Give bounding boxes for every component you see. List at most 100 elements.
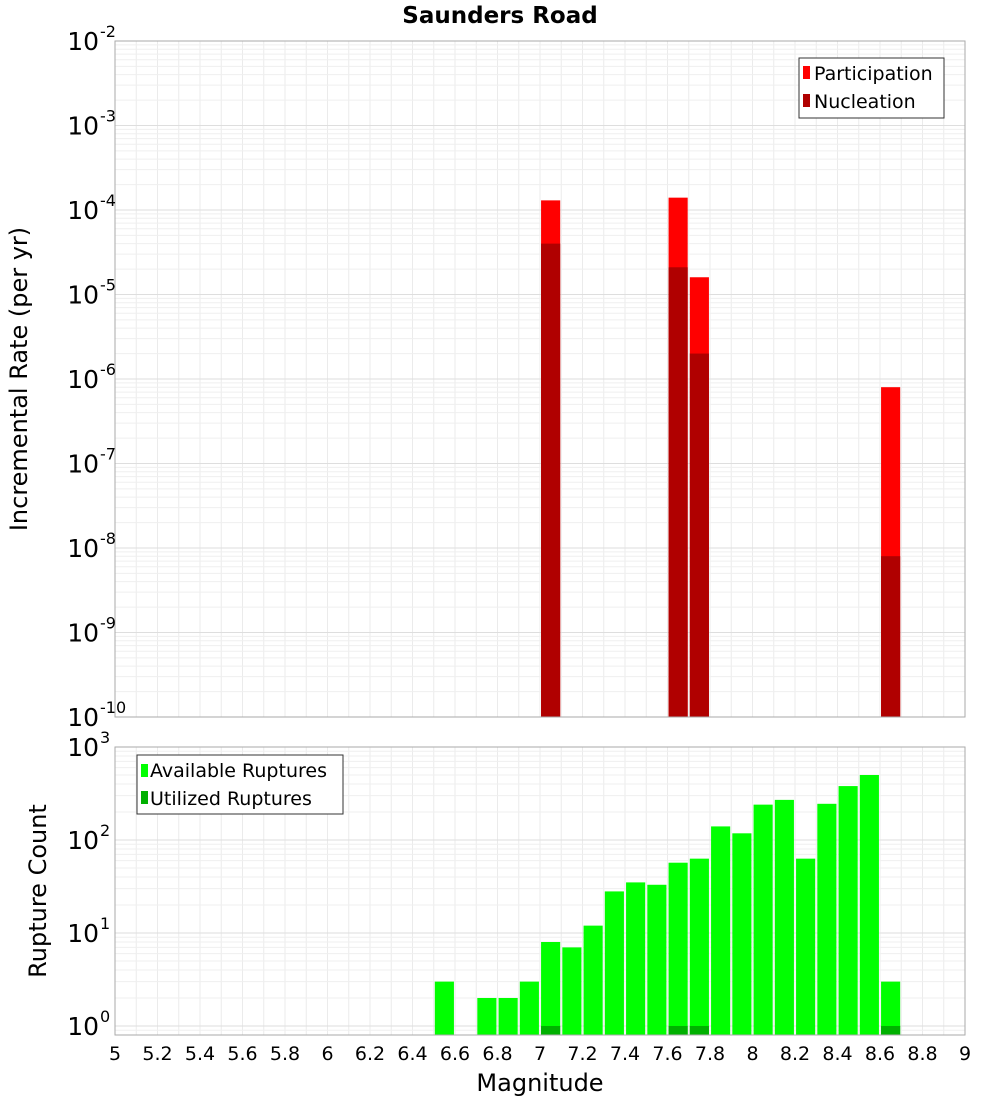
y-tick-label: 10 [67, 619, 99, 648]
x-tick-label: 8 [746, 1043, 758, 1065]
y-tick-label: 10 [67, 450, 99, 479]
y-tick-exponent: 2 [100, 821, 110, 840]
y-tick-label: 10 [67, 112, 99, 141]
y-tick-label: 10 [67, 733, 99, 762]
x-tick-label: 7 [534, 1043, 546, 1065]
count-bar-a [732, 833, 752, 1035]
y-tick-label: 10 [67, 534, 99, 563]
x-tick-label: 6.8 [482, 1043, 512, 1065]
count-bar-a [541, 942, 561, 1035]
count-bar-a [604, 891, 624, 1035]
legend-swatch-participation [803, 66, 810, 79]
y-tick-exponent: 3 [100, 728, 110, 747]
y-tick-exponent: -2 [100, 22, 116, 41]
x-tick-label: 5.2 [142, 1043, 172, 1065]
x-tick-label: 8.2 [780, 1043, 810, 1065]
y-tick-exponent: -5 [100, 276, 116, 295]
y-tick-exponent: 1 [100, 914, 110, 933]
y-tick-label: 10 [67, 27, 99, 56]
top-legend: Participation Nucleation [798, 57, 945, 119]
y-tick-exponent: -3 [100, 107, 116, 126]
legend-swatch-available [141, 764, 148, 777]
count-bar-a [498, 997, 518, 1035]
y-tick-exponent: -7 [100, 445, 116, 464]
count-bar-a [583, 925, 603, 1035]
rate-bar-b [541, 243, 561, 718]
top-grid [114, 40, 966, 718]
y-tick-label: 10 [67, 1012, 99, 1041]
legend-swatch-utilized [141, 791, 148, 804]
count-bar-a [774, 799, 794, 1035]
y-tick-label: 10 [67, 281, 99, 310]
count-bar-a [817, 803, 837, 1035]
count-bar-a [859, 774, 879, 1035]
x-tick-label: 7.2 [567, 1043, 597, 1065]
top-bars [541, 197, 901, 718]
top-plot-frame [114, 40, 966, 718]
count-bar-b [881, 1025, 901, 1035]
count-bar-a [647, 884, 667, 1035]
y-tick-label: 10 [67, 196, 99, 225]
y-tick-label: 10 [67, 826, 99, 855]
legend-swatch-nucleation [803, 94, 810, 107]
x-tick-label: 7.6 [652, 1043, 682, 1065]
legend-label-available: Available Ruptures [150, 760, 327, 782]
rate-bar-b [689, 353, 709, 717]
x-tick-label: 6.2 [355, 1043, 385, 1065]
bottom-plot-frame [114, 746, 966, 1036]
rate-bar-b [881, 556, 901, 717]
y-tick-exponent: -9 [100, 614, 116, 633]
y-tick-exponent: -10 [100, 698, 126, 717]
legend-label-nucleation: Nucleation [814, 91, 916, 113]
count-bar-a [753, 804, 773, 1035]
legend-label-utilized: Utilized Ruptures [150, 788, 312, 810]
x-tick-label: 5.8 [270, 1043, 300, 1065]
count-bar-a [881, 981, 901, 1035]
count-bar-a [562, 947, 582, 1035]
count-bar-b [668, 1025, 688, 1035]
y-tick-exponent: 0 [100, 1007, 110, 1026]
top-legend-box [798, 57, 945, 119]
x-tick-label: 5.4 [185, 1043, 215, 1065]
x-axis-label: Magnitude [476, 1069, 603, 1097]
y-tick-label: 10 [67, 365, 99, 394]
count-bar-a [796, 858, 816, 1035]
x-tick-label: 6.6 [440, 1043, 470, 1065]
bottom-bars [434, 774, 901, 1035]
count-bar-a [838, 786, 858, 1035]
rate-bar-b [668, 267, 688, 717]
x-tick-label: 5 [109, 1043, 121, 1065]
x-ticks: 5 5.2 5.4 5.6 5.8 6 6.2 6.4 6.6 6.8 7 7.2 7.4 7.6 7.8 8… [109, 1043, 971, 1065]
chart-title: Saunders Road [402, 3, 597, 29]
x-tick-label: 6.4 [397, 1043, 427, 1065]
x-tick-label: 5.6 [227, 1043, 257, 1065]
bottom-legend: Available Ruptures Utilized Ruptures [136, 754, 344, 815]
x-tick-label: 6 [321, 1043, 333, 1065]
count-bar-a [711, 826, 731, 1035]
x-tick-label: 8.4 [822, 1043, 852, 1065]
count-bar-a [477, 997, 497, 1035]
count-bar-a [434, 981, 454, 1035]
count-bar-a [668, 862, 688, 1035]
y-tick-exponent: -8 [100, 529, 116, 548]
y-tick-exponent: -4 [100, 191, 116, 210]
y-tick-label: 10 [67, 703, 99, 732]
x-tick-label: 8.6 [865, 1043, 895, 1065]
count-bar-a [519, 981, 539, 1035]
count-bar-b [541, 1025, 561, 1035]
x-tick-label: 7.4 [610, 1043, 640, 1065]
bottom-legend-box [136, 754, 344, 815]
count-bar-a [689, 858, 709, 1035]
x-tick-label: 9 [959, 1043, 971, 1065]
count-bar-a [626, 882, 646, 1035]
top-y-axis-label: Incremental Rate (per yr) [5, 227, 33, 531]
y-tick-label: 10 [67, 919, 99, 948]
count-bar-b [689, 1025, 709, 1035]
legend-label-participation: Participation [814, 63, 933, 85]
x-tick-label: 8.8 [907, 1043, 937, 1065]
